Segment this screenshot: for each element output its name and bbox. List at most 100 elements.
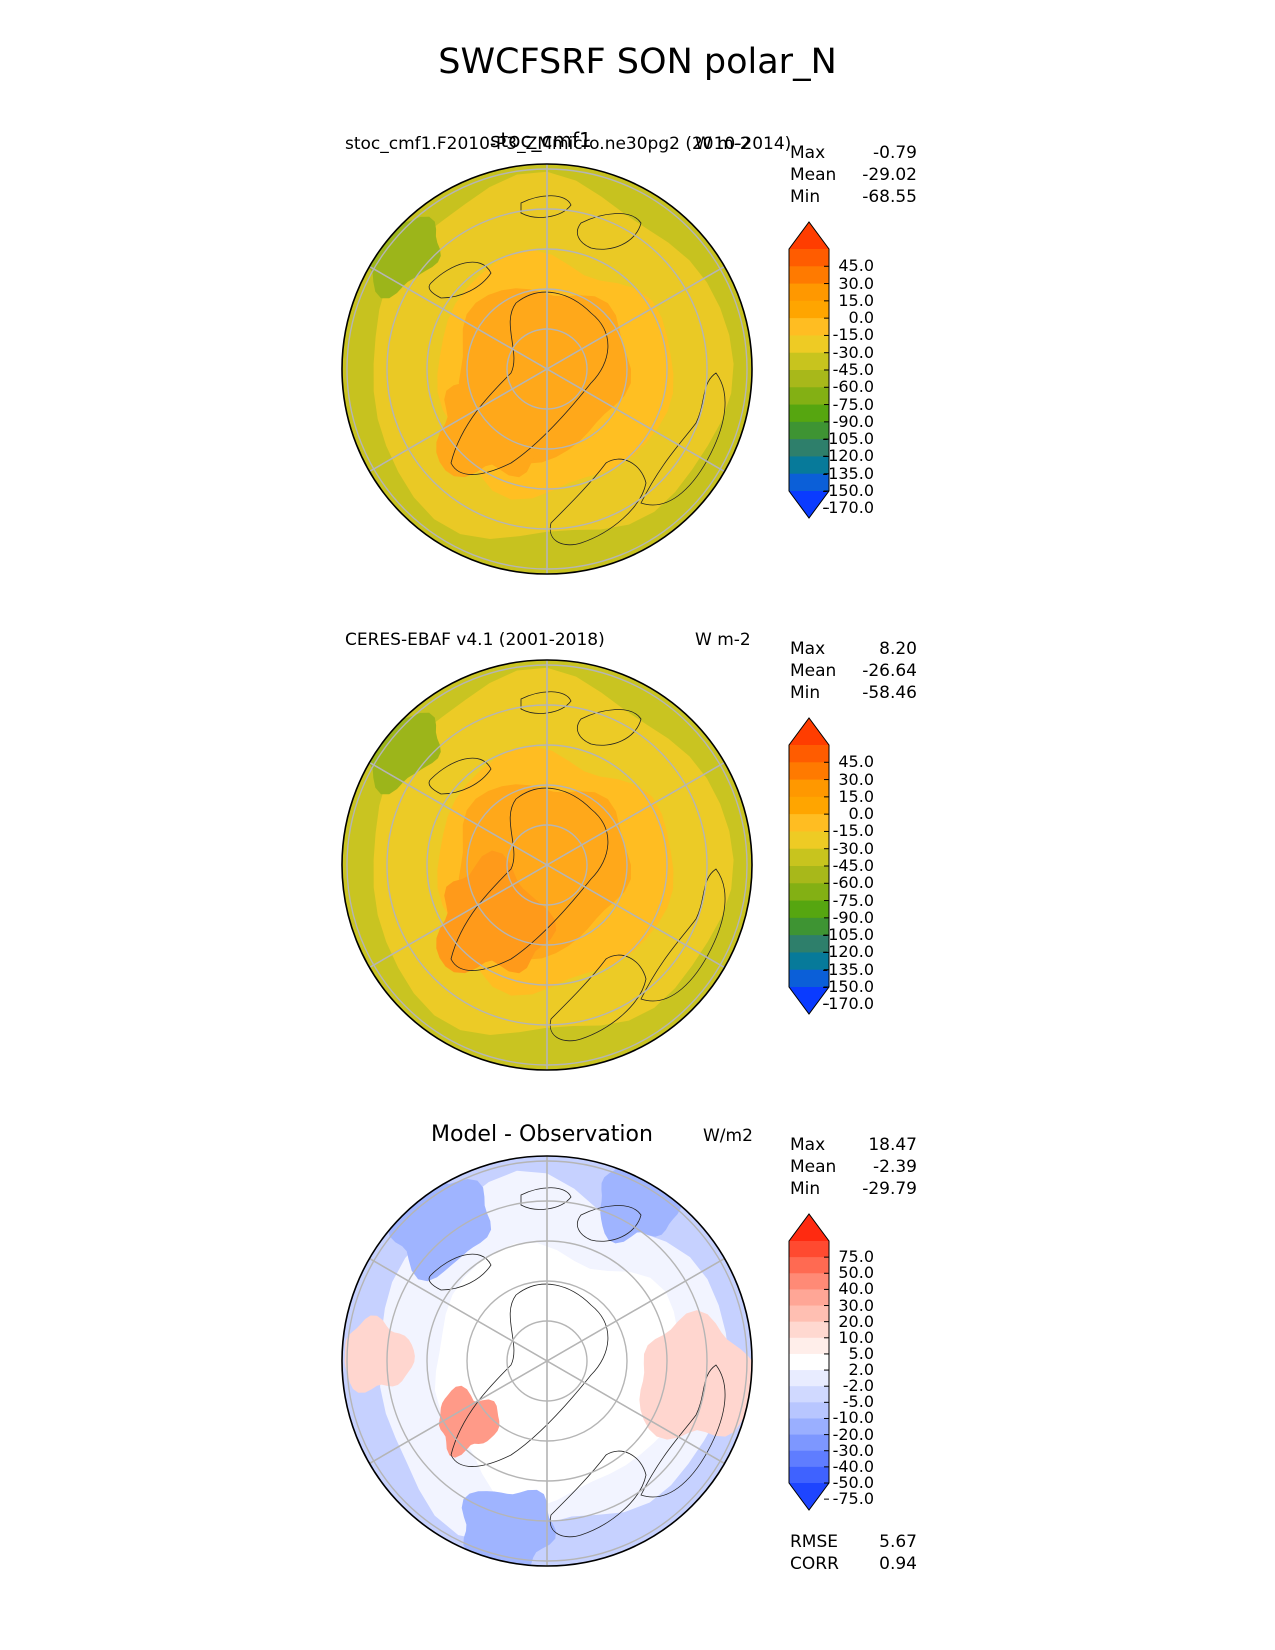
colorbar-segment — [789, 318, 829, 337]
coastline — [428, 1253, 492, 1291]
panel1-stat-label-mean: Mean — [790, 165, 837, 185]
colorbar-segment — [789, 335, 829, 354]
panel2-stat-value-mean: -26.64 — [862, 661, 917, 681]
colorbar-segment — [789, 1305, 829, 1323]
colorbar-tick-label: 20.0 — [838, 1311, 874, 1331]
coastline — [450, 1283, 609, 1467]
coastline — [577, 213, 642, 250]
panel1-stat-value-min: -68.55 — [862, 187, 917, 207]
colorbar-tick-label: 50.0 — [838, 1263, 874, 1283]
colorbar-tick-label: -30.0 — [832, 342, 874, 362]
panel2-colorbar — [788, 717, 830, 1015]
colorbar-tick-label: -15.0 — [832, 325, 874, 345]
colorbar-tick-label: -120.0 — [822, 446, 874, 466]
panel3-rmse-label: RMSE — [790, 1532, 839, 1552]
colorbar-tick-label: -30.0 — [832, 838, 874, 858]
panel2-polar-map — [341, 659, 753, 1071]
colorbar-segment — [789, 1466, 829, 1484]
colorbar-segment — [789, 1434, 829, 1452]
colorbar-tick-label: -75.0 — [832, 394, 874, 414]
panel1-colorbar — [788, 221, 830, 519]
colorbar-tick-label: -150.0 — [822, 977, 874, 996]
colorbar-segment — [789, 1257, 829, 1274]
colorbar-segment — [789, 779, 829, 798]
map-region-positive — [639, 1310, 752, 1440]
colorbar-segment — [789, 900, 829, 919]
colorbar-tick-label: -2.0 — [842, 1376, 874, 1396]
colorbar-segment — [789, 1386, 829, 1403]
coastline — [640, 372, 726, 506]
panel2-left-label: CERES-EBAF v4.1 (2001-2018) — [345, 630, 605, 650]
coastline — [450, 787, 609, 971]
colorbar-segment — [789, 300, 829, 319]
colorbar-segment — [789, 866, 829, 884]
colorbar-segment — [789, 1418, 829, 1436]
panel3-corr-label: CORR — [790, 1554, 839, 1574]
colorbar-segment — [789, 745, 829, 763]
colorbar-tick-label: 40.0 — [838, 1279, 874, 1299]
panel3-polar-map — [341, 1155, 753, 1567]
colorbar-tick-label: 10.0 — [838, 1327, 874, 1347]
colorbar-tick-label: -135.0 — [822, 463, 874, 483]
meridian-line — [369, 1257, 725, 1465]
colorbar-segment — [789, 952, 829, 971]
colorbar-segment — [789, 283, 829, 302]
panel1-stat-label-min: Min — [790, 187, 821, 207]
colorbar-segment — [789, 1402, 829, 1420]
panel3-stat-value-min: -29.79 — [862, 1179, 917, 1199]
colorbar-tick-label: -20.0 — [832, 1424, 874, 1444]
colorbar-segment — [789, 814, 829, 833]
colorbar-tick-label: 30.0 — [838, 1295, 874, 1315]
colorbar-segment — [789, 1370, 829, 1387]
panel3-stat-value-max: 18.47 — [868, 1135, 917, 1155]
figure-title: SWCFSRF SON polar_N — [438, 42, 837, 82]
colorbar-segment — [789, 1241, 829, 1258]
colorbar-tick-label: -60.0 — [832, 873, 874, 893]
coastline — [428, 261, 492, 299]
colorbar-top-extend — [789, 1214, 829, 1241]
colorbar-segment — [789, 831, 829, 850]
panel2-stat-value-min: -58.46 — [862, 683, 917, 703]
colorbar-tick-label: -170.0 — [822, 498, 874, 518]
panel1-polar-map — [341, 163, 753, 575]
colorbar-tick-label: 45.0 — [838, 752, 874, 772]
coastline — [640, 1364, 726, 1498]
colorbar-tick-label: -40.0 — [832, 1456, 874, 1476]
colorbar-tick-label: -120.0 — [822, 942, 874, 962]
colorbar-tick-label: -150.0 — [822, 481, 874, 500]
colorbar-segment — [789, 969, 829, 988]
colorbar-tick-label: 2.0 — [848, 1360, 874, 1380]
panel3-corr-value: 0.94 — [879, 1554, 917, 1574]
panel3-stat-label-min: Min — [790, 1179, 821, 1199]
colorbar-bottom-extend — [789, 987, 829, 1014]
colorbar-segment — [789, 1353, 829, 1371]
colorbar-segment — [789, 1337, 829, 1355]
colorbar-tick-label: -105.0 — [822, 429, 874, 449]
colorbar-segment — [789, 796, 829, 815]
panel1-stat-value-mean: -29.02 — [862, 165, 917, 185]
colorbar-segment — [789, 266, 829, 285]
coastline — [577, 709, 642, 746]
colorbar-tick-label: -90.0 — [832, 411, 874, 431]
colorbar-tick-label: 30.0 — [838, 273, 874, 293]
colorbar-segment — [789, 456, 829, 475]
panel2-units: W m-2 — [695, 630, 751, 650]
colorbar-tick-label: -135.0 — [822, 959, 874, 979]
colorbar-segment — [789, 1273, 829, 1290]
colorbar-tick-label: -5.0 — [842, 1392, 874, 1412]
map-field — [342, 164, 752, 574]
colorbar-tick-label: 5.0 — [848, 1343, 874, 1363]
meridian-line — [369, 761, 725, 969]
colorbar-segment — [789, 370, 829, 388]
colorbar-tick-label: -50.0 — [832, 1473, 874, 1492]
panel3-rmse-value: 5.67 — [879, 1532, 917, 1552]
colorbar-tick-label: 0.0 — [848, 804, 874, 824]
panel3-units: W/m2 — [703, 1126, 753, 1146]
map-region-positive — [439, 1385, 500, 1458]
colorbar-segment — [789, 473, 829, 492]
map-boundary — [341, 163, 753, 575]
colorbar-tick-label: 0.0 — [848, 308, 874, 328]
colorbar-tick-label: -30.0 — [832, 1440, 874, 1460]
coastline — [428, 757, 492, 795]
colorbar-tick-label: -90.0 — [832, 907, 874, 927]
